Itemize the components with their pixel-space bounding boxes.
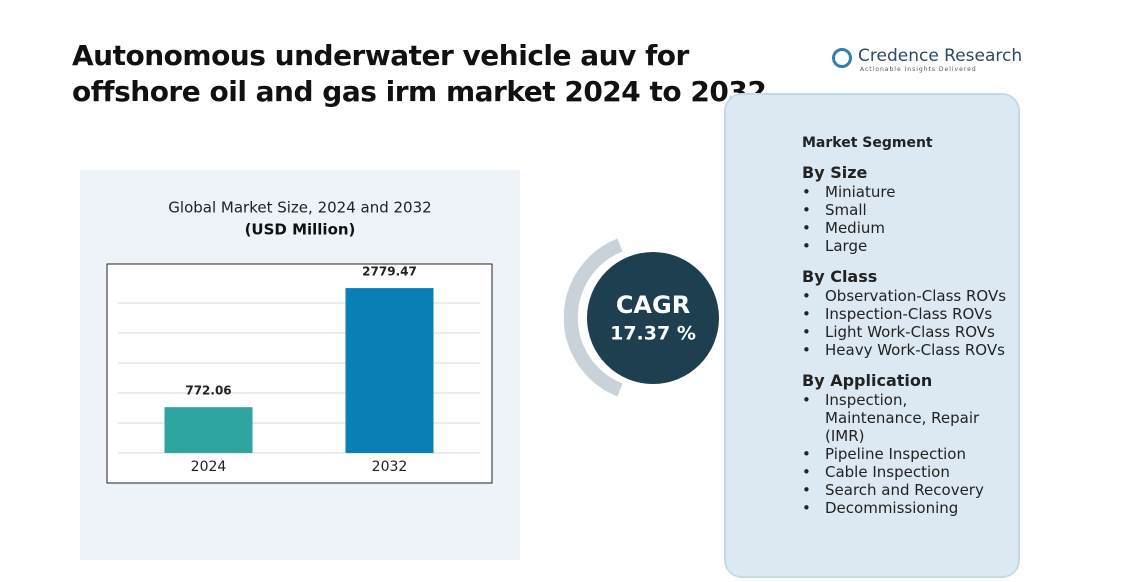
segment-items: Inspection, Maintenance, Repair (IMR)Pip…: [802, 391, 1012, 517]
segment-item: Miniature: [802, 183, 1012, 201]
segment-item: Large: [802, 237, 1012, 255]
segment-item: Inspection, Maintenance, Repair (IMR): [802, 391, 1012, 445]
segment-item: Inspection-Class ROVs: [802, 305, 1012, 323]
segment-items: Observation-Class ROVsInspection-Class R…: [802, 287, 1012, 359]
chart-title: Global Market Size, 2024 and 2032: [168, 199, 431, 217]
segment-item: Observation-Class ROVs: [802, 287, 1012, 305]
segment-item: Small: [802, 201, 1012, 219]
segment-item: Cable Inspection: [802, 463, 1012, 481]
segment-group: By Class: [802, 267, 878, 286]
cagr-circle: [587, 252, 719, 384]
logo-icon: [832, 48, 852, 68]
segment-item: Search and Recovery: [802, 481, 1012, 499]
segment-item: Medium: [802, 219, 1012, 237]
segment-item: Heavy Work-Class ROVs: [802, 341, 1012, 359]
value-label: 2779.47: [362, 265, 417, 279]
value-label: 772.06: [185, 384, 231, 398]
x-tick-label: 2024: [191, 459, 227, 475]
segment-panel: Market Segment By SizeMiniatureSmallMedi…: [724, 93, 1020, 578]
logo: Credence Research Actionable Insights De…: [832, 46, 1022, 73]
cagr-value: 17.37 %: [610, 323, 696, 345]
bar: [164, 407, 253, 453]
cagr-ring: [563, 238, 623, 397]
segment-item: Light Work-Class ROVs: [802, 323, 1012, 341]
segment-item: Decommissioning: [802, 499, 1012, 517]
cagr-label: CAGR: [616, 291, 690, 319]
segment-item: Pipeline Inspection: [802, 445, 1012, 463]
logo-tagline: Actionable Insights Delivered: [860, 66, 977, 73]
x-tick-label: 2032: [372, 459, 408, 475]
segment-items: MiniatureSmallMediumLarge: [802, 183, 1012, 255]
page-title: Autonomous underwater vehicle auv for of…: [72, 39, 767, 108]
segment-group: By Size: [802, 163, 868, 182]
segment-list: Market Segment By SizeMiniatureSmallMedi…: [802, 135, 1012, 517]
bar: [345, 288, 434, 453]
segment-title: Market Segment: [802, 135, 933, 151]
segment-group: By Application: [802, 371, 933, 390]
logo-name: Credence Research: [858, 46, 1023, 66]
chart-subtitle: (USD Million): [245, 221, 356, 239]
